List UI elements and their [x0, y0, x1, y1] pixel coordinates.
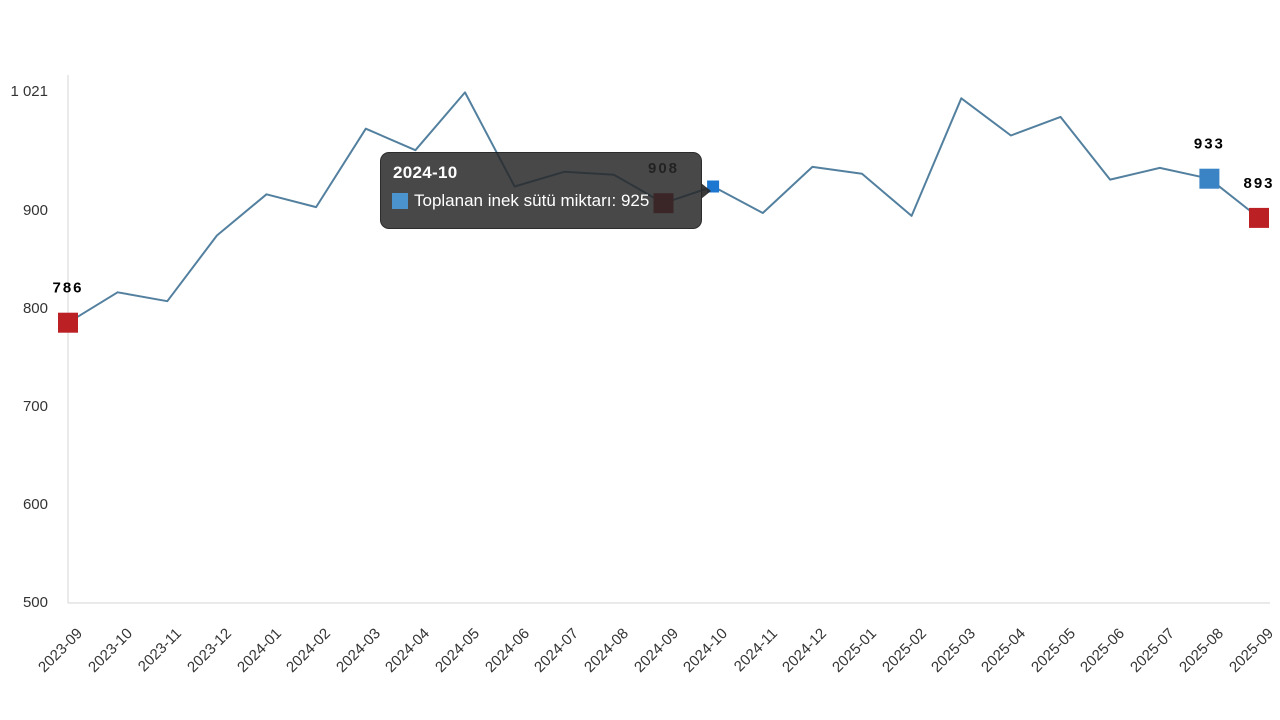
tooltip-arrow-icon	[701, 182, 711, 199]
point-label-2023-09: 786	[52, 280, 83, 297]
y-tick-label: 600	[22, 496, 48, 513]
tooltip-row: Toplanan inek sütü miktarı: 925	[392, 191, 689, 211]
y-tick-label: 800	[22, 300, 48, 317]
y-tick-label: 500	[22, 594, 48, 611]
tooltip: 2024-10 Toplanan inek sütü miktarı: 925	[380, 152, 711, 229]
y-tick-label: 1 021	[10, 83, 48, 100]
tooltip-series-swatch-icon	[392, 193, 408, 209]
y-tick-label: 900	[22, 202, 48, 219]
point-label-2025-08: 933	[1194, 136, 1225, 153]
point-marker-2025-09[interactable]	[1249, 207, 1269, 228]
tooltip-title: 2024-10	[393, 163, 458, 182]
point-marker-2025-08[interactable]	[1199, 168, 1220, 189]
point-marker-2023-09[interactable]	[58, 312, 78, 333]
y-tick-label: 700	[22, 398, 48, 415]
point-label-2025-09: 893	[1243, 175, 1274, 192]
tooltip-series-text: Toplanan inek sütü miktarı: 925	[414, 191, 650, 210]
